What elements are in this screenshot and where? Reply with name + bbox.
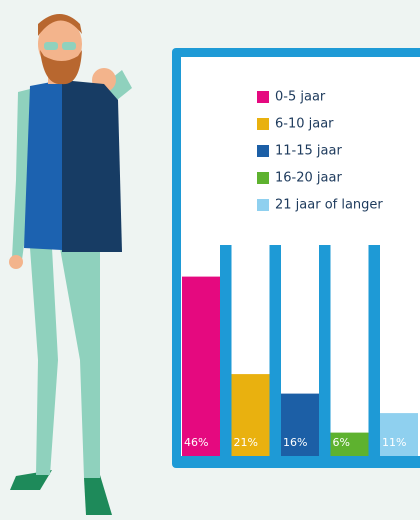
legend-swatch — [257, 118, 269, 130]
divider — [369, 245, 381, 456]
divider — [270, 245, 282, 456]
legend-swatch — [257, 172, 269, 184]
bar — [380, 413, 418, 456]
legend-label: 21 jaar of langer — [275, 198, 383, 213]
legend-label: 6-10 jaar — [275, 117, 334, 132]
legend-label: 16-20 jaar — [275, 171, 342, 186]
legend-swatch — [257, 199, 269, 211]
legend-swatch — [257, 91, 269, 103]
value-label: 6% — [333, 436, 350, 449]
divider — [319, 245, 331, 456]
infographic: 0-5 jaar 6-10 jaar 11-15 jaar 16-20 jaar 21 … — [0, 0, 420, 520]
legend-label: 0-5 jaar — [275, 90, 326, 105]
value-label: 16% — [283, 436, 307, 449]
legend-label: 11-15 jaar — [275, 144, 342, 159]
legend-swatch — [257, 145, 269, 157]
value-label: 46% — [184, 436, 208, 449]
bar — [182, 277, 220, 456]
value-label: 21% — [234, 436, 258, 449]
page: 0-5 jaar 6-10 jaar 11-15 jaar 16-20 jaar 21 … — [0, 0, 420, 520]
value-label: 11% — [382, 436, 406, 449]
divider — [220, 245, 232, 456]
